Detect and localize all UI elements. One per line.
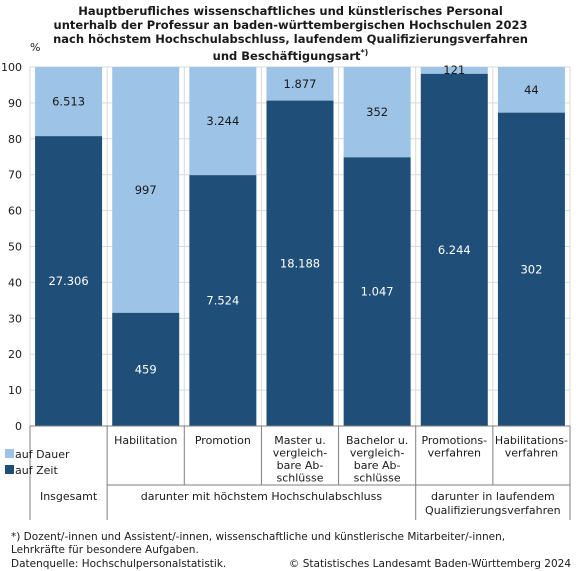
category-label: Insgesamt: [40, 490, 98, 503]
bar-auf-dauer: [112, 67, 180, 313]
category-label: Habilitations-: [495, 434, 568, 447]
copyright: © Statistisches Landesamt Baden-Württemb…: [288, 558, 571, 570]
data-label-auf-zeit: 7.524: [206, 294, 239, 308]
bar-auf-zeit: [266, 100, 334, 426]
group-label: Qualifizierungsverfahren: [425, 504, 561, 517]
stacked-bar-chart: 0 10 20 30 40 50 60 70 80 90 100 27.306 6.513 459 997 7…: [1, 61, 571, 520]
footnote-line-2: Lehrkräfte für besondere Aufgaben.: [11, 543, 199, 556]
category-label: Promotions-: [421, 434, 487, 447]
data-label-auf-zeit: 27.306: [48, 274, 88, 288]
y-tick-label: 30: [8, 312, 22, 325]
y-tick-label: 60: [8, 205, 22, 218]
legend-label: auf Zeit: [15, 464, 58, 477]
bar-auf-dauer: [497, 67, 565, 113]
data-label-auf-dauer: 3.244: [206, 114, 239, 128]
category-label: bare Ab-: [354, 459, 401, 472]
legend-label: auf Dauer: [15, 448, 70, 461]
category-label: vergleich-: [350, 447, 404, 460]
bar-auf-dauer: [189, 67, 257, 176]
title-line-4: und Beschäftigungsart*): [0, 46, 581, 63]
category-label: verfahren: [428, 447, 481, 460]
legend-swatch: [5, 465, 14, 474]
bar-auf-dauer: [343, 67, 411, 158]
footnote-line-1: *) Dozent/-innen und Assistent/-innen, w…: [11, 531, 506, 543]
category-label: Promotion: [195, 434, 251, 447]
bar-auf-zeit: [35, 136, 103, 426]
bar-auf-dauer: [420, 67, 488, 74]
y-tick-label: 90: [8, 97, 22, 110]
data-label-auf-zeit: 1.047: [361, 285, 394, 299]
title-line-3: nach höchstem Hochschulabschluss, laufen…: [53, 32, 528, 46]
bar-auf-zeit: [189, 175, 257, 426]
bar-auf-dauer: [266, 67, 334, 101]
data-label-auf-dauer: 44: [524, 83, 539, 97]
category-label: Bachelor u.: [346, 434, 408, 447]
y-tick-label: 10: [8, 384, 22, 397]
data-label-auf-zeit: 302: [520, 262, 542, 276]
data-label-auf-dauer: 997: [135, 183, 157, 197]
category-label: Master u.: [274, 434, 326, 447]
y-tick-label: 20: [8, 348, 22, 361]
y-tick-label: 70: [8, 169, 22, 182]
data-label-auf-zeit: 459: [135, 362, 157, 376]
category-label: schlüsse: [354, 472, 401, 485]
y-tick-label: 40: [8, 276, 22, 289]
group-label: darunter mit höchstem Hochschulabschluss: [141, 490, 383, 503]
title-line-1: Hauptberufliches wissenschaftliches und …: [78, 4, 503, 18]
category-label: bare Ab-: [277, 459, 324, 472]
data-label-auf-dauer: 352: [366, 105, 388, 119]
y-tick-label: 100: [1, 61, 22, 74]
data-source: Datenquelle: Hochschulpersonalstatistik.: [11, 558, 227, 570]
data-label-auf-dauer: 6.513: [52, 95, 85, 109]
category-label: vergleich-: [273, 447, 327, 460]
title-footnote-mark: *): [360, 48, 369, 57]
title-line-2: unterhalb der Professur an baden-württem…: [53, 18, 528, 32]
bar-auf-zeit: [497, 112, 565, 427]
data-label-auf-dauer: 1.877: [284, 77, 317, 91]
category-label: verfahren: [505, 447, 558, 460]
category-label: Habilitation: [114, 434, 177, 447]
footnote: *) Dozent/-innen und Assistent/-innen, w…: [11, 531, 505, 556]
y-tick-label: 80: [8, 133, 22, 146]
y-tick-label: 50: [8, 241, 22, 254]
legend-swatch: [5, 449, 14, 458]
bar-auf-zeit: [112, 312, 180, 426]
bar-auf-dauer: [35, 67, 103, 137]
data-label-auf-dauer: 121: [443, 63, 465, 77]
bar-auf-zeit: [343, 157, 411, 426]
data-label-auf-zeit: 18.188: [280, 256, 320, 270]
chart-title: Hauptberufliches wissenschaftliches und …: [0, 4, 581, 63]
bar-auf-zeit: [420, 73, 488, 426]
title-line-4-text: und Beschäftigungsart: [212, 48, 361, 63]
group-label: darunter in laufendem: [431, 490, 555, 503]
y-tick-label: 0: [15, 420, 22, 433]
y-axis-unit: %: [30, 41, 41, 54]
data-label-auf-zeit: 6.244: [438, 243, 471, 257]
category-label: schlüsse: [276, 472, 323, 485]
